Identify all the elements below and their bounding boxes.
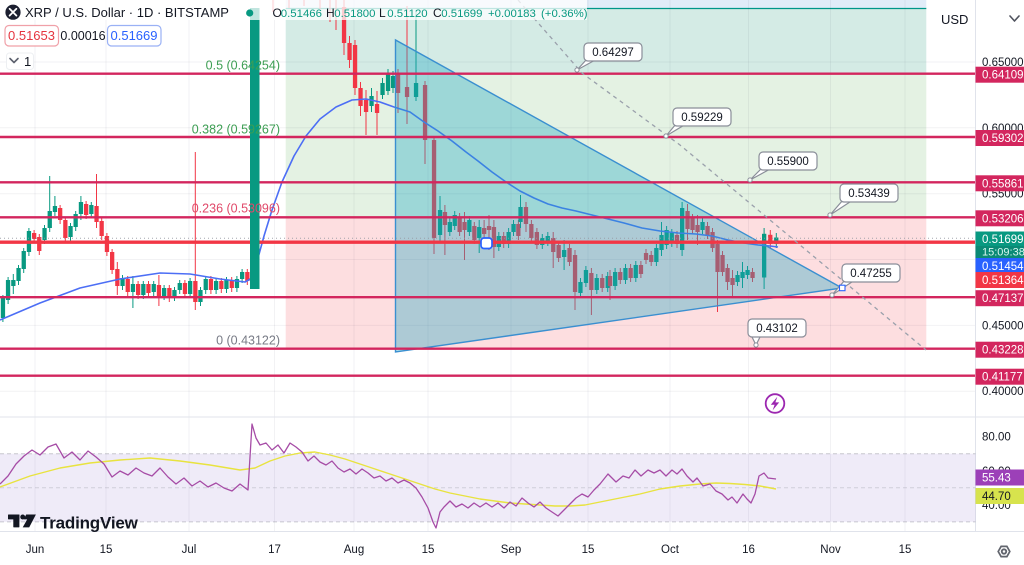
svg-text:0.45000: 0.45000 (982, 320, 1024, 332)
svg-text:0.64297: 0.64297 (592, 47, 634, 59)
svg-text:0.47137: 0.47137 (982, 293, 1024, 305)
svg-text:+0.00183: +0.00183 (488, 8, 536, 20)
svg-text:0.51669: 0.51669 (111, 28, 158, 43)
svg-text:Nov: Nov (820, 544, 841, 556)
svg-text:15: 15 (100, 544, 113, 556)
svg-text:0.51699: 0.51699 (982, 234, 1024, 246)
svg-text:16: 16 (742, 544, 755, 556)
svg-text:0.59229: 0.59229 (681, 112, 723, 124)
svg-text:0.5 (0.64254): 0.5 (0.64254) (206, 59, 280, 73)
svg-text:1: 1 (24, 54, 31, 69)
svg-text:0.53439: 0.53439 (848, 188, 890, 200)
svg-text:Oct: Oct (661, 544, 680, 556)
svg-text:0.51454: 0.51454 (982, 261, 1024, 273)
svg-text:80.00: 80.00 (982, 432, 1011, 444)
svg-text:0.00016: 0.00016 (60, 29, 105, 43)
svg-text:(+0.36%): (+0.36%) (541, 8, 588, 20)
svg-text:0.59302: 0.59302 (982, 133, 1024, 145)
svg-text:15: 15 (582, 544, 595, 556)
svg-text:0.51800: 0.51800 (334, 8, 375, 20)
svg-text:15: 15 (422, 544, 435, 556)
svg-text:0.41177: 0.41177 (982, 372, 1023, 384)
svg-text:17: 17 (268, 544, 281, 556)
svg-text:Aug: Aug (344, 544, 364, 556)
svg-text:0.55900: 0.55900 (767, 156, 809, 168)
svg-text:0.236 (0.53096): 0.236 (0.53096) (192, 202, 280, 216)
svg-text:15: 15 (899, 544, 912, 556)
svg-text:44.70: 44.70 (982, 491, 1011, 503)
svg-text:0.382 (0.59267): 0.382 (0.59267) (192, 123, 280, 137)
svg-text:0.55861: 0.55861 (982, 178, 1024, 190)
svg-text:0.51120: 0.51120 (387, 8, 427, 20)
svg-text:XRP / U.S. Dollar · 1D · BITST: XRP / U.S. Dollar · 1D · BITSTAMP (25, 5, 229, 20)
svg-text:0.43228: 0.43228 (982, 345, 1024, 357)
svg-text:0 (0.43122): 0 (0.43122) (216, 334, 280, 348)
svg-text:Jun: Jun (26, 544, 45, 556)
svg-text:Sep: Sep (501, 544, 521, 556)
svg-text:Jul: Jul (182, 544, 197, 556)
svg-text:0.53206: 0.53206 (982, 213, 1024, 225)
svg-text:0.51364: 0.51364 (982, 275, 1024, 287)
svg-text:15:09:38: 15:09:38 (982, 247, 1024, 259)
svg-text:USD: USD (941, 12, 968, 27)
svg-text:0.40000: 0.40000 (982, 386, 1024, 398)
svg-text:TradingView: TradingView (40, 514, 139, 533)
svg-text:0.51699: 0.51699 (441, 8, 482, 20)
svg-text:0.51653: 0.51653 (8, 28, 55, 43)
svg-text:0.64109: 0.64109 (982, 70, 1024, 82)
svg-text:55.43: 55.43 (982, 473, 1011, 485)
svg-text:0.47255: 0.47255 (850, 268, 892, 280)
svg-text:0.51466: 0.51466 (281, 8, 322, 20)
svg-text:0.43102: 0.43102 (756, 323, 798, 335)
svg-text:L: L (379, 6, 386, 20)
